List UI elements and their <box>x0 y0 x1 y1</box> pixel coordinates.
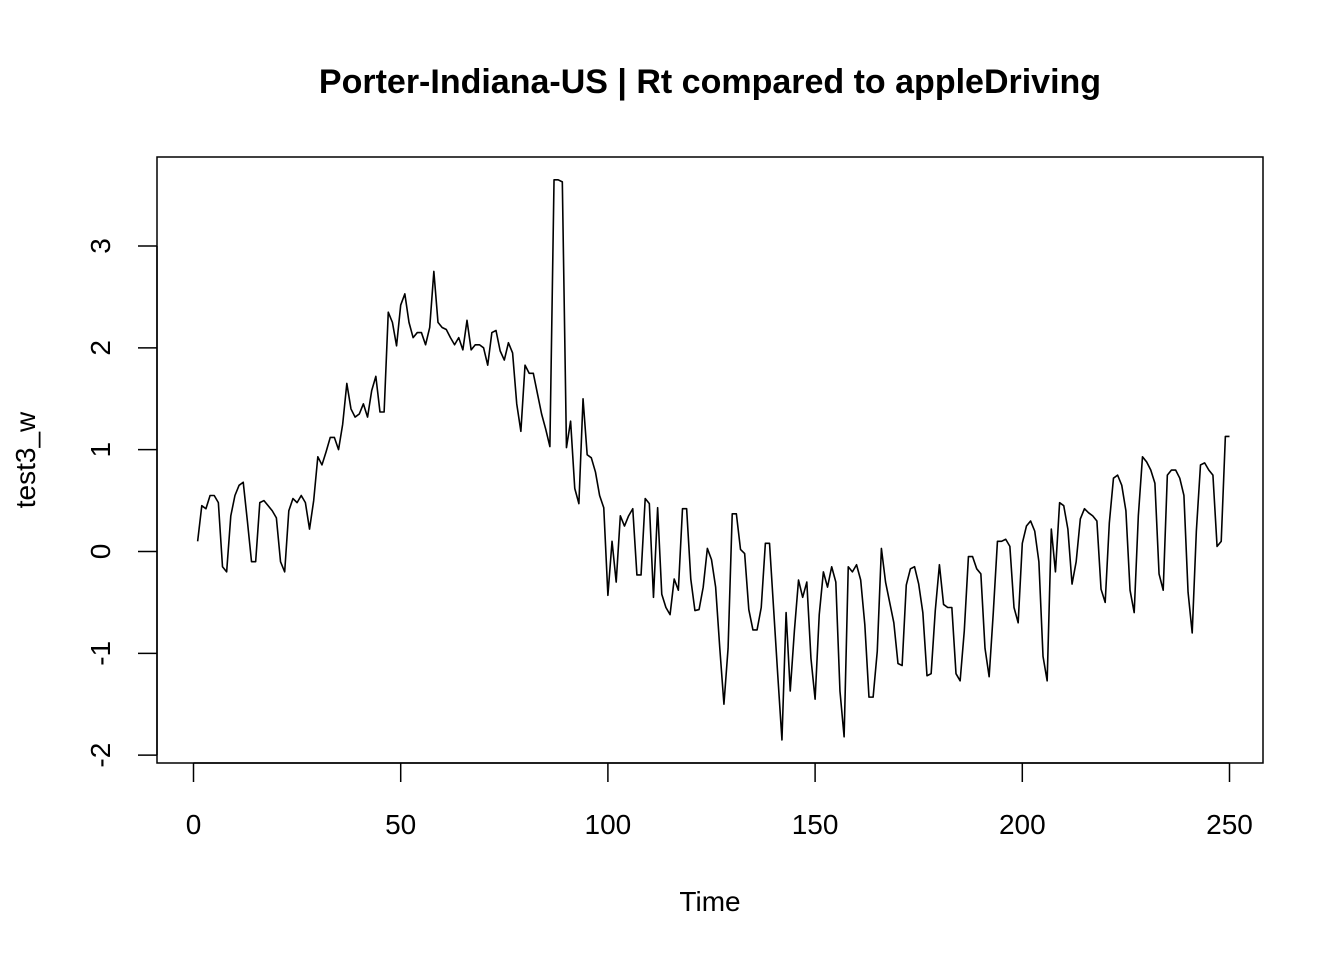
x-axis: 0 50 100 150 200 250 <box>186 762 1253 840</box>
y-tick-label: 2 <box>85 340 116 356</box>
y-tick-label: -2 <box>85 743 116 768</box>
x-tick-label: 50 <box>385 809 416 840</box>
y-tick-label: 3 <box>85 238 116 254</box>
x-tick-label: 200 <box>999 809 1046 840</box>
x-axis-label: Time <box>679 886 740 917</box>
chart-title: Porter-Indiana-US | Rt compared to apple… <box>319 63 1101 101</box>
y-tick-label: 0 <box>85 544 116 560</box>
y-axis-label: test3_w <box>10 411 41 508</box>
y-axis: -2 -1 0 1 2 3 <box>85 238 158 768</box>
x-tick-label: 250 <box>1206 809 1253 840</box>
y-tick-label: 1 <box>85 442 116 458</box>
series-layer <box>196 179 1230 741</box>
x-tick-label: 0 <box>186 809 202 840</box>
x-tick-label: 150 <box>792 809 839 840</box>
y-tick-label: -1 <box>85 641 116 666</box>
x-tick-label: 100 <box>585 809 632 840</box>
series-line <box>196 179 1230 741</box>
